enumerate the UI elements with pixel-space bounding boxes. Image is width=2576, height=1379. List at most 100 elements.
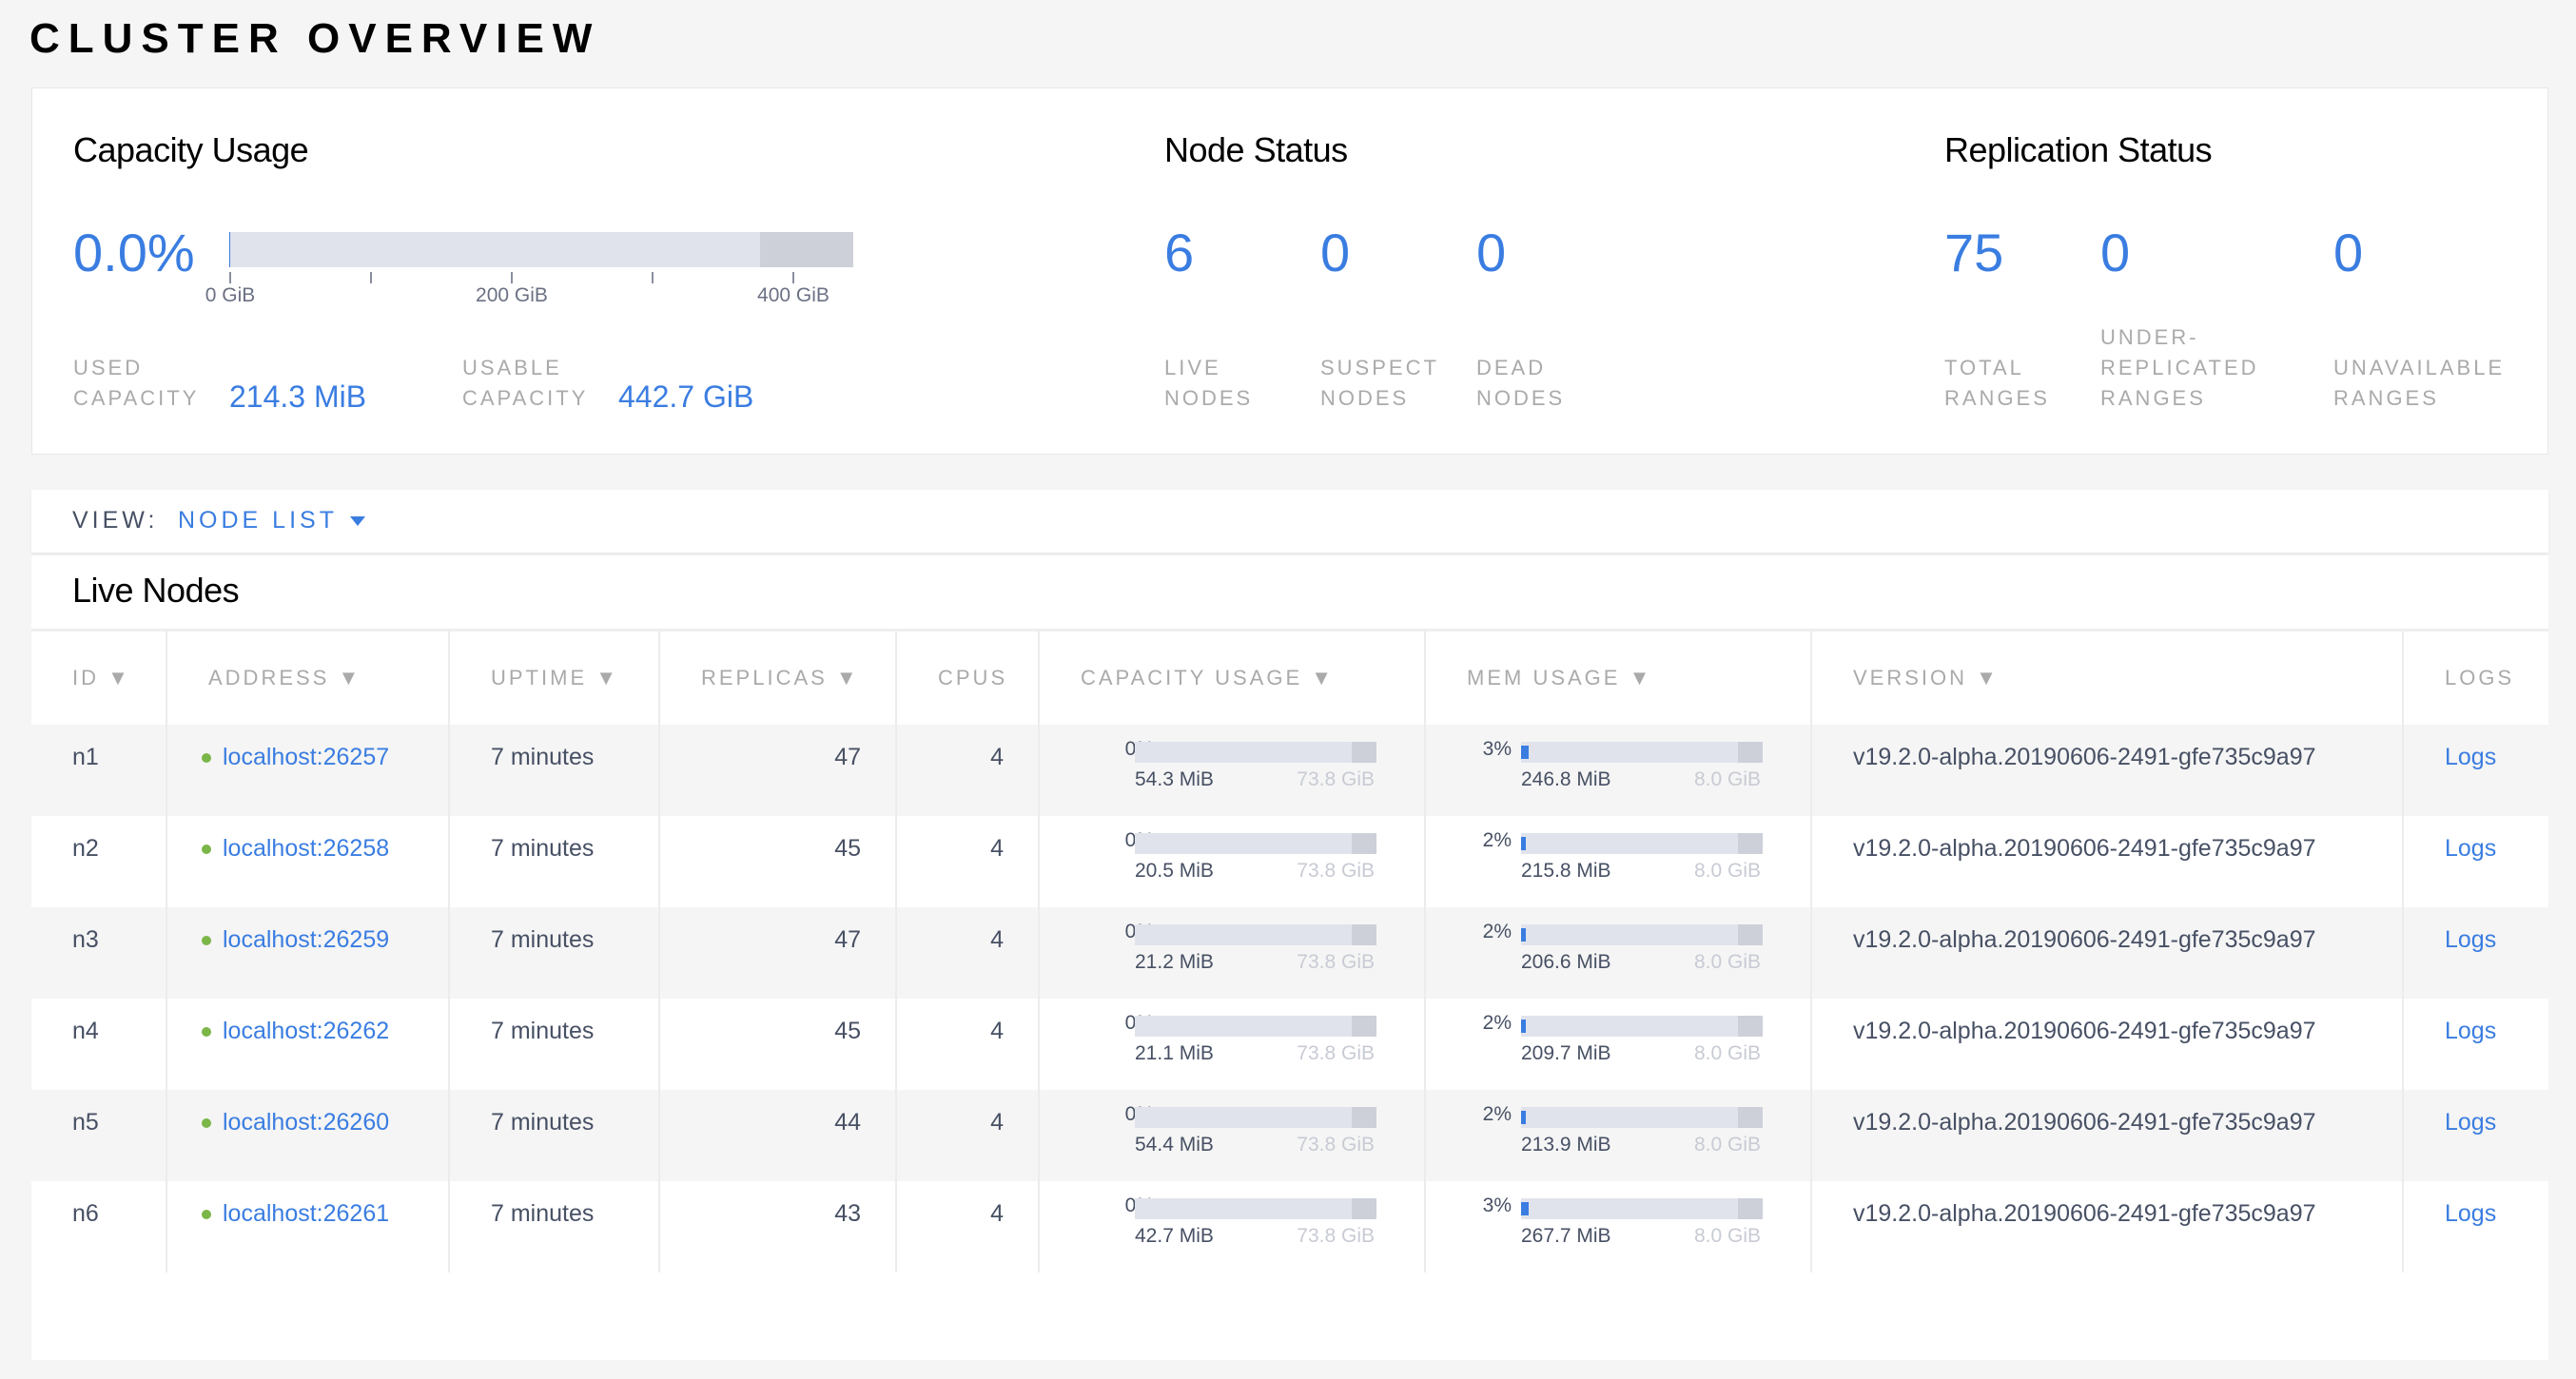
node-logs-cell: Logs bbox=[2404, 816, 2548, 907]
node-mem-usage: 3% 246.8 MiB 8.0 GiB bbox=[1426, 725, 1812, 816]
node-mem-usage: 3% 267.7 MiB 8.0 GiB bbox=[1426, 1181, 1812, 1272]
node-logs-cell: Logs bbox=[2404, 907, 2548, 999]
mem-bar-reserved bbox=[1738, 833, 1763, 854]
cap-used: 21.2 MiB bbox=[1135, 951, 1214, 973]
mem-percent: 3% bbox=[1482, 1194, 1512, 1216]
node-logs-link[interactable]: Logs bbox=[2445, 1018, 2497, 1044]
node-uptime: 7 minutes bbox=[450, 1090, 660, 1181]
mem-percent: 2% bbox=[1482, 829, 1512, 851]
node-replicas: 45 bbox=[660, 999, 897, 1090]
node-address-cell: localhost:26257 bbox=[167, 725, 450, 816]
node-id: n5 bbox=[31, 1090, 167, 1181]
cap-bar-reserved bbox=[1352, 742, 1376, 763]
node-id: n3 bbox=[31, 907, 167, 999]
tick bbox=[652, 272, 654, 283]
node-address-link[interactable]: localhost:26261 bbox=[223, 1200, 390, 1227]
column-header-replicas[interactable]: REPLICAS ▼ bbox=[660, 631, 897, 725]
node-address-cell: localhost:26260 bbox=[167, 1090, 450, 1181]
node-uptime: 7 minutes bbox=[450, 999, 660, 1090]
node-cpus: 4 bbox=[897, 907, 1040, 999]
node-replicas: 45 bbox=[660, 816, 897, 907]
node-replicas: 44 bbox=[660, 1090, 897, 1181]
capacity-bar-reserved bbox=[760, 232, 853, 267]
caret-down-icon[interactable] bbox=[350, 516, 365, 526]
node-cpus: 4 bbox=[897, 999, 1040, 1090]
cap-total: 73.8 GiB bbox=[1297, 1134, 1375, 1156]
capacity-heading: Capacity Usage bbox=[73, 130, 309, 169]
node-logs-link[interactable]: Logs bbox=[2445, 1109, 2497, 1136]
mem-used: 246.8 MiB bbox=[1521, 768, 1611, 790]
mem-used: 267.7 MiB bbox=[1521, 1225, 1611, 1247]
column-header-cpus: CPUS bbox=[897, 631, 1040, 725]
node-logs-cell: Logs bbox=[2404, 725, 2548, 816]
cap-bar-reserved bbox=[1352, 1198, 1376, 1219]
live-status-dot-icon bbox=[202, 936, 211, 946]
summary-card: Capacity Usage 0.0% 0 GiB 200 GiB 400 Gi… bbox=[31, 87, 2548, 455]
mem-bar bbox=[1521, 742, 1763, 763]
page-title: CLUSTER OVERVIEW bbox=[29, 15, 601, 62]
table-row: n4 localhost:26262 7 minutes 45 4 0% 21.… bbox=[31, 999, 2548, 1090]
mem-total: 8.0 GiB bbox=[1693, 860, 1761, 882]
cap-used: 42.7 MiB bbox=[1135, 1225, 1214, 1247]
mem-bar bbox=[1521, 1016, 1763, 1037]
node-capacity-usage: 0% 54.3 MiB 73.8 GiB bbox=[1040, 725, 1426, 816]
mem-total: 8.0 GiB bbox=[1693, 951, 1761, 973]
node-logs-link[interactable]: Logs bbox=[2445, 1200, 2497, 1227]
node-version: v19.2.0-alpha.20190606-2491-gfe735c9a97 bbox=[1812, 907, 2404, 999]
mem-total: 8.0 GiB bbox=[1693, 1042, 1761, 1064]
node-logs-cell: Logs bbox=[2404, 999, 2548, 1090]
node-address-cell: localhost:26259 bbox=[167, 907, 450, 999]
column-header-id[interactable]: ID ▼ bbox=[31, 631, 167, 725]
mem-bar-fill bbox=[1521, 1111, 1527, 1124]
node-capacity-usage: 0% 20.5 MiB 73.8 GiB bbox=[1040, 816, 1426, 907]
node-version: v19.2.0-alpha.20190606-2491-gfe735c9a97 bbox=[1812, 1090, 2404, 1181]
live-status-dot-icon bbox=[202, 1118, 211, 1129]
usable-capacity-value: 442.7 GiB bbox=[618, 379, 754, 414]
node-capacity-usage: 0% 54.4 MiB 73.8 GiB bbox=[1040, 1090, 1426, 1181]
live-nodes-label: LIVE NODES bbox=[1164, 356, 1254, 410]
total-ranges-label: TOTAL RANGES bbox=[1944, 356, 2050, 410]
node-id: n4 bbox=[31, 999, 167, 1090]
node-replicas: 47 bbox=[660, 725, 897, 816]
mem-used: 213.9 MiB bbox=[1521, 1134, 1611, 1156]
table-row: n3 localhost:26259 7 minutes 47 4 0% 21.… bbox=[31, 907, 2548, 999]
mem-percent: 2% bbox=[1482, 1012, 1512, 1034]
column-header-address[interactable]: ADDRESS ▼ bbox=[167, 631, 450, 725]
mem-total: 8.0 GiB bbox=[1693, 768, 1761, 790]
node-logs-link[interactable]: Logs bbox=[2445, 926, 2497, 953]
node-logs-cell: Logs bbox=[2404, 1181, 2548, 1272]
unavailable-label: UNAVAILABLE RANGES bbox=[2333, 356, 2506, 410]
node-address-link[interactable]: localhost:26260 bbox=[223, 1109, 390, 1136]
node-logs-link[interactable]: Logs bbox=[2445, 744, 2497, 770]
node-capacity-usage: 0% 42.7 MiB 73.8 GiB bbox=[1040, 1181, 1426, 1272]
cap-bar bbox=[1135, 833, 1376, 854]
column-header-capacity-usage[interactable]: CAPACITY USAGE ▼ bbox=[1040, 631, 1426, 725]
view-dropdown[interactable]: NODE LIST bbox=[178, 507, 338, 534]
table-row: n5 localhost:26260 7 minutes 44 4 0% 54.… bbox=[31, 1090, 2548, 1181]
tick bbox=[229, 272, 231, 283]
mem-percent: 3% bbox=[1482, 738, 1512, 760]
cap-used: 54.3 MiB bbox=[1135, 768, 1214, 790]
live-status-dot-icon bbox=[202, 753, 211, 764]
node-logs-link[interactable]: Logs bbox=[2445, 835, 2497, 862]
cap-total: 73.8 GiB bbox=[1297, 1042, 1375, 1064]
under-replicated-count: 0 bbox=[2100, 223, 2131, 282]
node-version: v19.2.0-alpha.20190606-2491-gfe735c9a97 bbox=[1812, 816, 2404, 907]
mem-bar-fill bbox=[1521, 1020, 1527, 1033]
node-address-link[interactable]: localhost:26262 bbox=[223, 1018, 390, 1044]
cap-bar bbox=[1135, 742, 1376, 763]
used-capacity-value: 214.3 MiB bbox=[229, 379, 367, 414]
node-version: v19.2.0-alpha.20190606-2491-gfe735c9a97 bbox=[1812, 999, 2404, 1090]
node-cpus: 4 bbox=[897, 725, 1040, 816]
node-address-link[interactable]: localhost:26259 bbox=[223, 926, 390, 953]
dead-nodes-count: 0 bbox=[1476, 223, 1507, 282]
tick-label: 400 GiB bbox=[757, 284, 829, 306]
node-address-link[interactable]: localhost:26257 bbox=[223, 744, 390, 770]
tick-label: 200 GiB bbox=[476, 284, 548, 306]
column-header-mem-usage[interactable]: MEM USAGE ▼ bbox=[1426, 631, 1812, 725]
node-logs-cell: Logs bbox=[2404, 1090, 2548, 1181]
node-address-link[interactable]: localhost:26258 bbox=[223, 835, 390, 862]
mem-total: 8.0 GiB bbox=[1693, 1225, 1761, 1247]
column-header-version[interactable]: VERSION ▼ bbox=[1812, 631, 2404, 725]
column-header-uptime[interactable]: UPTIME ▼ bbox=[450, 631, 660, 725]
